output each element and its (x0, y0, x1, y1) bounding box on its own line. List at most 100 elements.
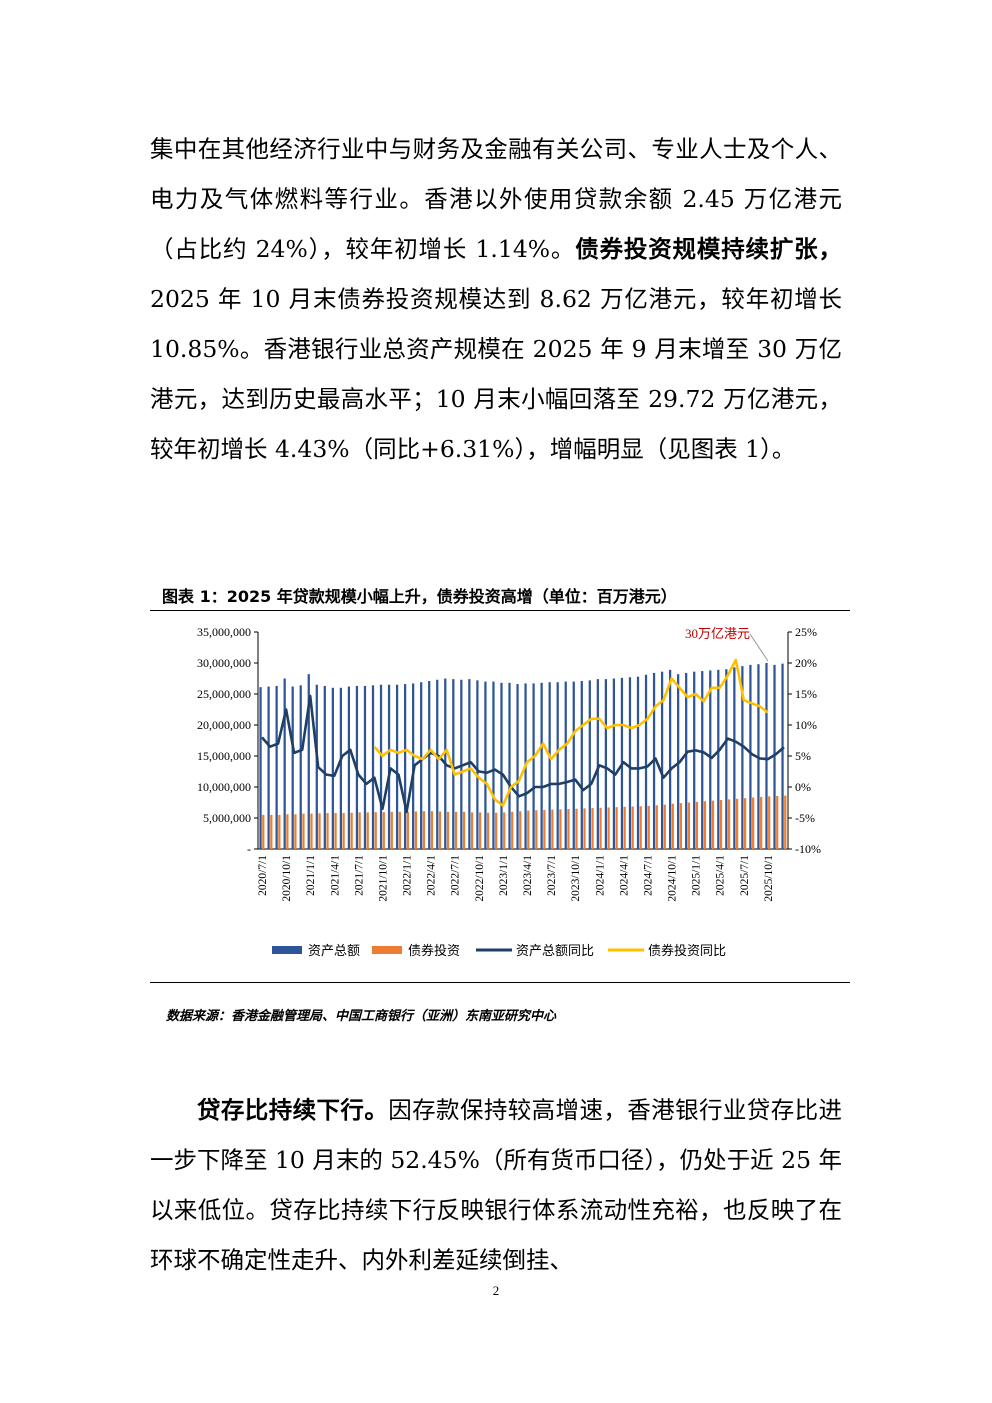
left-tick-label: 20,000,000 (197, 718, 251, 732)
bonds-bar (647, 805, 650, 849)
assets-bar (331, 687, 334, 849)
figure-top-rule (150, 610, 850, 611)
x-tick-label: 2024/7/1 (643, 855, 655, 896)
legend-label: 资产总额同比 (516, 943, 594, 958)
assets-bar (299, 685, 302, 849)
bonds-bar (342, 813, 345, 849)
assets-bar (387, 684, 391, 849)
x-tick-label: 2025/10/1 (763, 855, 775, 902)
bonds-bar (768, 796, 771, 849)
bonds-bar (607, 807, 610, 849)
bonds-bar (703, 801, 707, 849)
bonds-bar (366, 812, 369, 849)
assets-bar (347, 686, 351, 849)
bonds-bar (318, 813, 321, 849)
x-tick-label: 2025/4/1 (715, 855, 727, 896)
assets-bar (765, 663, 768, 849)
assets-bar (660, 671, 664, 849)
right-tick-label: 5% (795, 749, 811, 763)
bonds-bar (446, 811, 450, 849)
assets-bar (701, 671, 704, 849)
assets-bar (379, 684, 383, 849)
legend-swatch (272, 946, 302, 954)
bonds-bar (358, 812, 361, 849)
assets-bar (725, 669, 728, 849)
assets-bar (540, 682, 543, 849)
bonds-bar (503, 812, 506, 849)
right-tick-label: 0% (795, 780, 811, 794)
right-tick-label: 25% (795, 625, 817, 639)
x-tick-label: 2024/10/1 (667, 855, 679, 902)
bonds-bar (599, 807, 602, 849)
assets-bar (428, 680, 431, 849)
assets-bar (564, 681, 567, 849)
assets-bar (275, 685, 278, 849)
assets-bar (259, 687, 262, 849)
bonds-bar (663, 804, 666, 849)
bonds-bar (422, 811, 426, 849)
bonds-bar (462, 811, 466, 849)
bonds-bar (784, 795, 787, 849)
bonds-bar (382, 812, 385, 849)
chart-labels: 35,000,000 30,000,000 25,000,000 20,000,000… (197, 625, 821, 902)
assets-bar (307, 674, 310, 849)
legend-label: 债券投资 (408, 943, 460, 958)
bonds-bar (687, 802, 691, 849)
bonds-bar (334, 813, 337, 849)
bonds-bar (478, 812, 482, 849)
bonds-bar (719, 800, 723, 849)
chart-legend: 资产总额 债券投资 资产总额同比 债券投资同比 (272, 943, 726, 958)
bonds-bar (752, 797, 755, 849)
right-tick-label: 10% (795, 718, 817, 732)
bonds-bar (695, 801, 699, 849)
bonds-bar (278, 814, 281, 849)
legend-label: 债券投资同比 (648, 943, 726, 958)
bonds-bar (454, 811, 458, 849)
figure-caption: 图表 1：2025 年贷款规模小幅上升，债券投资高增（单位：百万港元） (162, 587, 677, 606)
bonds-bar (398, 811, 401, 849)
bonds-bar (270, 814, 273, 849)
bonds-bar (623, 806, 626, 849)
x-tick-label: 2022/1/1 (402, 855, 414, 896)
bonds-bar (527, 810, 530, 849)
chart-lines (261, 633, 785, 814)
bonds-bar (262, 814, 265, 849)
assets-bar (395, 684, 399, 849)
assets-bars (259, 663, 784, 849)
bonds-bar (430, 811, 434, 849)
x-tick-label: 2024/1/1 (594, 855, 606, 896)
legend-label: 资产总额 (308, 943, 360, 958)
annotation-pointer (749, 633, 769, 662)
bonds-bar (470, 812, 474, 849)
x-tick-label: 2022/7/1 (450, 855, 462, 896)
bonds-bar (776, 795, 779, 849)
assets-bar (612, 678, 616, 849)
bonds-bar (679, 803, 682, 849)
assets-bar (339, 687, 342, 849)
assets-bar (636, 676, 640, 849)
bonds-bar (390, 811, 393, 849)
assets-bar (668, 669, 672, 849)
left-tick-label: 10,000,000 (197, 780, 251, 794)
paragraph-1: 集中在其他经济行业中与财务及金融有关公司、专业人士及个人、电力及气体燃料等行业。… (150, 124, 842, 474)
bonds-bar (414, 811, 417, 849)
assets-bar (749, 664, 752, 849)
bonds-bar (326, 813, 329, 849)
assets-bar (484, 681, 487, 849)
bonds-bar (671, 803, 674, 849)
assets-bar (283, 678, 286, 849)
assets-bar (460, 679, 463, 849)
bonds-bar (495, 812, 498, 849)
bonds-bar (760, 796, 763, 849)
bonds-bar (310, 813, 313, 849)
assets-bar (685, 672, 688, 849)
assets-bar (492, 681, 495, 849)
paragraph-2-bold: 贷存比持续下行。 (197, 1096, 389, 1124)
assets-bar (403, 684, 407, 849)
x-tick-label: 2024/4/1 (618, 855, 630, 896)
chart: 35,000,000 30,000,000 25,000,000 20,000,000… (197, 625, 821, 958)
bonds-bar (286, 814, 289, 849)
assets-bar (323, 685, 326, 849)
bonds-bar (302, 813, 305, 849)
left-tick-label: 35,000,000 (197, 625, 251, 639)
